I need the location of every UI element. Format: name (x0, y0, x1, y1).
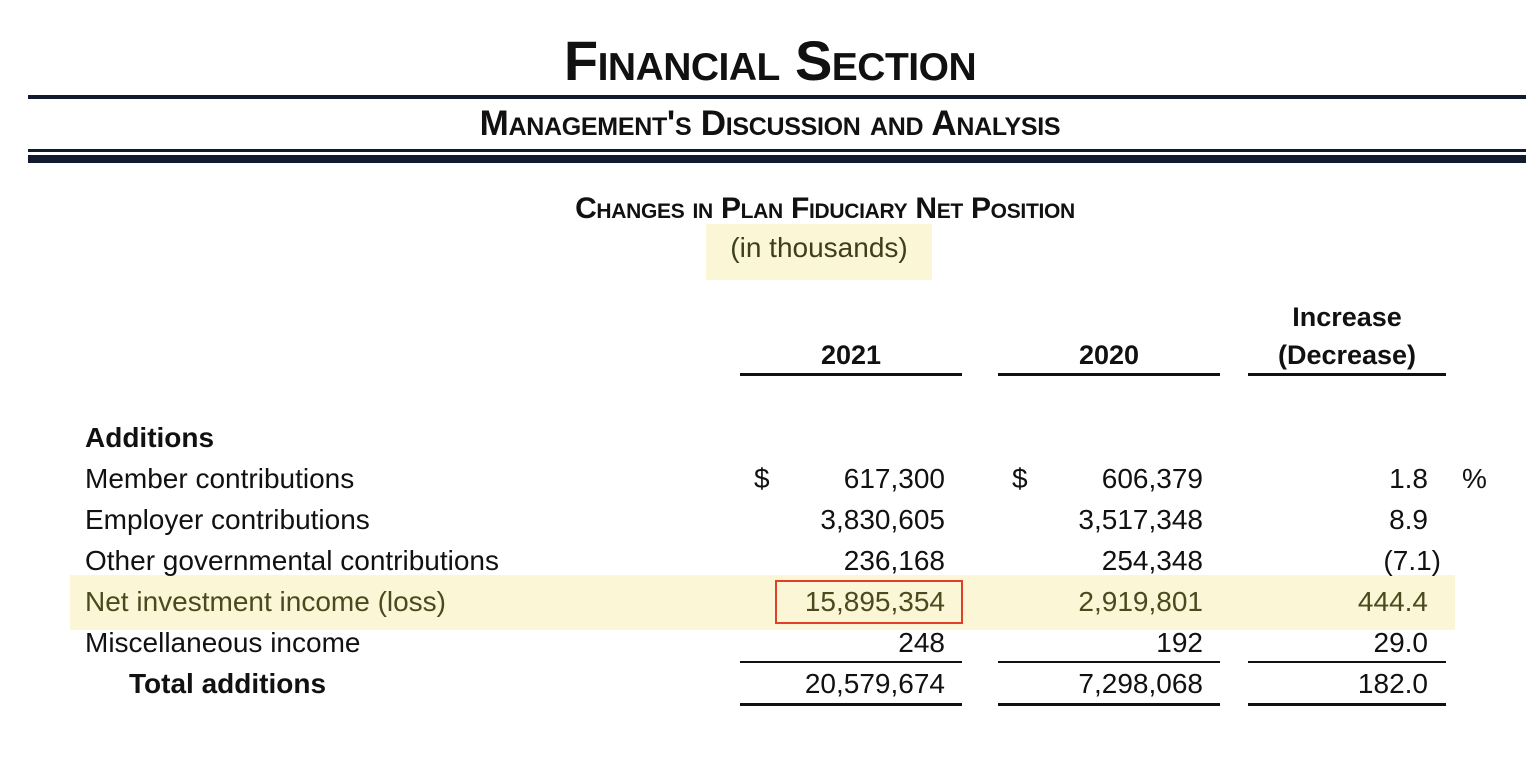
table-cell-change: 29.0 (1373, 627, 1429, 658)
currency-symbol: $ (754, 463, 770, 494)
table-cell-2021: 236,168 (843, 545, 945, 576)
column-header-change-line1: Increase (1292, 302, 1402, 332)
column-header-underline (998, 373, 1220, 376)
table-title: Changes in Plan Fiduciary Net Position (575, 192, 1075, 225)
subtotal-line (998, 661, 1220, 663)
table-cell-change: (7.1) (1383, 545, 1441, 576)
total-row-label: Total additions (129, 668, 327, 699)
total-cell-change: 182.0 (1357, 668, 1428, 699)
table-cell-2021: 3,830,605 (820, 504, 945, 535)
total-cell-2020: 7,298,068 (1078, 668, 1203, 699)
percent-symbol: % (1462, 463, 1487, 494)
total-underline (1248, 703, 1446, 706)
table-cell-2020: 192 (1156, 627, 1203, 658)
column-header-change-line2: (Decrease) (1277, 340, 1417, 370)
table-cell-change: 1.8 (1389, 463, 1428, 494)
table-row-label: Member contributions (85, 463, 355, 494)
value-highlight-box (775, 580, 963, 624)
section-subtitle: Management's Discussion and Analysis (479, 104, 1061, 143)
table-cell-2021: 248 (898, 627, 945, 658)
table-row-label: Miscellaneous income (85, 627, 361, 658)
column-header-underline (740, 373, 962, 376)
table-cell-2021: 15,895,354 (804, 586, 945, 617)
subtotal-line (740, 661, 962, 663)
table-cell-2020: 2,919,801 (1078, 586, 1203, 617)
table-row-label: Other governmental contributions (85, 545, 499, 576)
table-cell-2020: 254,348 (1101, 545, 1203, 576)
total-cell-2021: 20,579,674 (804, 668, 945, 699)
page-title: Financial Section (563, 29, 977, 92)
column-header-underline (1248, 373, 1446, 376)
table-row-label: Net investment income (loss) (85, 586, 447, 617)
header-rule-top (28, 95, 1526, 99)
row-highlight (70, 575, 1455, 630)
table-cell-2020: 3,517,348 (1078, 504, 1203, 535)
currency-symbol: $ (1012, 463, 1028, 494)
table-cell-2021: 617,300 (843, 463, 945, 494)
column-header-2021: 2021 (820, 340, 882, 370)
units-highlight (706, 224, 932, 280)
section-label-additions: Additions (85, 422, 215, 453)
table-row-label: Employer contributions (85, 504, 370, 535)
column-header-2020: 2020 (1078, 340, 1140, 370)
table-cell-change: 8.9 (1389, 504, 1428, 535)
subtotal-line (1248, 661, 1446, 663)
table-cell-change: 444.4 (1357, 586, 1428, 617)
total-underline (998, 703, 1220, 706)
table-cell-2020: 606,379 (1101, 463, 1203, 494)
units-label: (in thousands) (730, 232, 908, 263)
header-rule-thin (28, 149, 1526, 152)
header-rule-thick (28, 155, 1526, 163)
total-underline (740, 703, 962, 706)
